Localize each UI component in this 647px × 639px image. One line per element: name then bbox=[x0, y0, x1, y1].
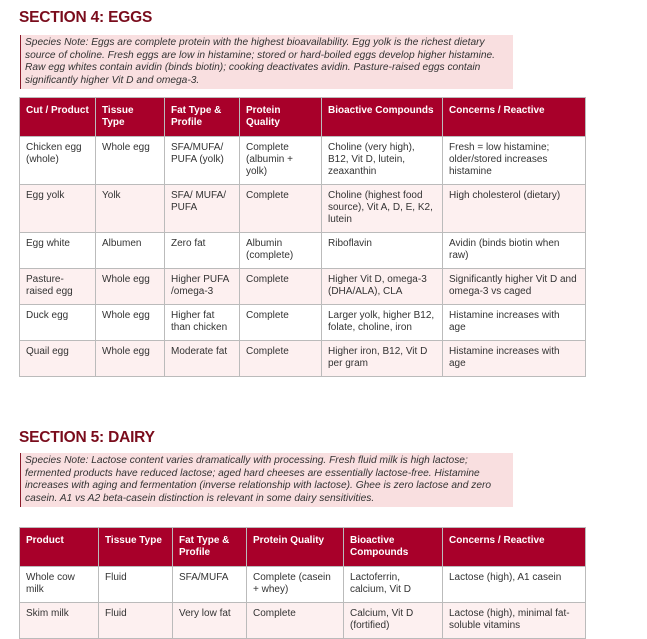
table-cell: SFA/ MUFA/ PUFA bbox=[164, 184, 240, 233]
header-cell: Protein Quality bbox=[246, 527, 344, 567]
header-cell: Bioactive Compounds bbox=[343, 527, 443, 567]
table-cell: Complete bbox=[246, 602, 344, 639]
table-cell: High cholesterol (dietary) bbox=[442, 184, 586, 233]
table-cell: Choline (very high), B12, Vit D, lutein,… bbox=[321, 136, 443, 185]
table-cell: Moderate fat bbox=[164, 340, 240, 377]
header-cell: Cut / Product bbox=[19, 97, 96, 137]
header-cell: Bioactive Compounds bbox=[321, 97, 443, 137]
header-cell: Protein Quality bbox=[239, 97, 322, 137]
table-cell: Histamine increases with age bbox=[442, 340, 586, 377]
table-cell: Zero fat bbox=[164, 232, 240, 269]
table-cell: Whole cow milk bbox=[19, 566, 99, 603]
table-cell: Higher fat than chicken bbox=[164, 304, 240, 341]
table-header-row: Product Tissue Type Fat Type & Profile P… bbox=[19, 527, 586, 567]
table-cell: Complete bbox=[239, 304, 322, 341]
table-cell: Fluid bbox=[98, 602, 173, 639]
table-header-row: Cut / Product Tissue Type Fat Type & Pro… bbox=[19, 97, 586, 137]
header-cell: Concerns / Reactive bbox=[442, 97, 586, 137]
table-row: Skim milk Fluid Very low fat Complete Calciu… bbox=[19, 602, 586, 639]
table-cell: Albumen bbox=[95, 232, 165, 269]
table-cell: Very low fat bbox=[172, 602, 247, 639]
header-cell: Tissue Type bbox=[98, 527, 173, 567]
table-row: Egg yolk Yolk SFA/ MUFA/ PUFA Complete Choli… bbox=[19, 184, 586, 233]
table-cell: Pasture-raised egg bbox=[19, 268, 96, 305]
species-note-dairy: Species Note: Lactose content varies dra… bbox=[20, 453, 513, 507]
table-cell: Avidin (binds biotin when raw) bbox=[442, 232, 586, 269]
table-row: Chicken egg (whole) Whole egg SFA/MUFA/ PU… bbox=[19, 136, 586, 185]
header-cell: Fat Type & Profile bbox=[164, 97, 240, 137]
section-title-eggs: SECTION 4: EGGS bbox=[19, 9, 153, 26]
table-cell: Skim milk bbox=[19, 602, 99, 639]
table-cell: Egg white bbox=[19, 232, 96, 269]
table-cell: Complete (albumin + yolk) bbox=[239, 136, 322, 185]
table-row: Whole cow milk Fluid SFA/MUFA Complete (cas… bbox=[19, 566, 586, 603]
table-cell: Higher Vit D, omega-3 (DHA/ALA), CLA bbox=[321, 268, 443, 305]
table-cell: SFA/MUFA/ PUFA (yolk) bbox=[164, 136, 240, 185]
species-note-eggs: Species Note: Eggs are complete protein … bbox=[20, 35, 513, 89]
table-cell: Yolk bbox=[95, 184, 165, 233]
table-cell: Fluid bbox=[98, 566, 173, 603]
table-cell: Significantly higher Vit D and omega-3 v… bbox=[442, 268, 586, 305]
table-row: Quail egg Whole egg Moderate fat Complete Hi… bbox=[19, 340, 586, 377]
table-cell: Higher PUFA /omega-3 bbox=[164, 268, 240, 305]
header-cell: Tissue Type bbox=[95, 97, 165, 137]
table-cell: Histamine increases with age bbox=[442, 304, 586, 341]
table-cell: Whole egg bbox=[95, 304, 165, 341]
header-cell: Fat Type & Profile bbox=[172, 527, 247, 567]
table-cell: Lactose (high), minimal fat-soluble vita… bbox=[442, 602, 586, 639]
table-cell: Complete bbox=[239, 184, 322, 233]
table-cell: Riboflavin bbox=[321, 232, 443, 269]
table-cell: Chicken egg (whole) bbox=[19, 136, 96, 185]
header-cell: Product bbox=[19, 527, 99, 567]
table-cell: SFA/MUFA bbox=[172, 566, 247, 603]
table-cell: Lactoferrin, calcium, Vit D bbox=[343, 566, 443, 603]
table-cell: Whole egg bbox=[95, 340, 165, 377]
table-cell: Complete bbox=[239, 268, 322, 305]
header-cell: Concerns / Reactive bbox=[442, 527, 586, 567]
table-cell: Calcium, Vit D (fortified) bbox=[343, 602, 443, 639]
table-cell: Choline (highest food source), Vit A, D,… bbox=[321, 184, 443, 233]
dairy-table: Product Tissue Type Fat Type & Profile P… bbox=[19, 527, 586, 639]
table-cell: Egg yolk bbox=[19, 184, 96, 233]
table-cell: Larger yolk, higher B12, folate, choline… bbox=[321, 304, 443, 341]
table-cell: Fresh = low histamine; older/stored incr… bbox=[442, 136, 586, 185]
table-cell: Complete bbox=[239, 340, 322, 377]
table-cell: Whole egg bbox=[95, 268, 165, 305]
table-cell: Duck egg bbox=[19, 304, 96, 341]
table-row: Pasture-raised egg Whole egg Higher PUFA /… bbox=[19, 268, 586, 305]
table-cell: Complete (casein + whey) bbox=[246, 566, 344, 603]
table-cell: Albumin (complete) bbox=[239, 232, 322, 269]
table-row: Egg white Albumen Zero fat Albumin (complet… bbox=[19, 232, 586, 269]
eggs-table: Cut / Product Tissue Type Fat Type & Pro… bbox=[19, 97, 586, 377]
table-cell: Lactose (high), A1 casein bbox=[442, 566, 586, 603]
table-cell: Whole egg bbox=[95, 136, 165, 185]
table-cell: Quail egg bbox=[19, 340, 96, 377]
table-row: Duck egg Whole egg Higher fat than chicken… bbox=[19, 304, 586, 341]
section-title-dairy: SECTION 5: DAIRY bbox=[19, 429, 155, 446]
table-cell: Higher iron, B12, Vit D per gram bbox=[321, 340, 443, 377]
